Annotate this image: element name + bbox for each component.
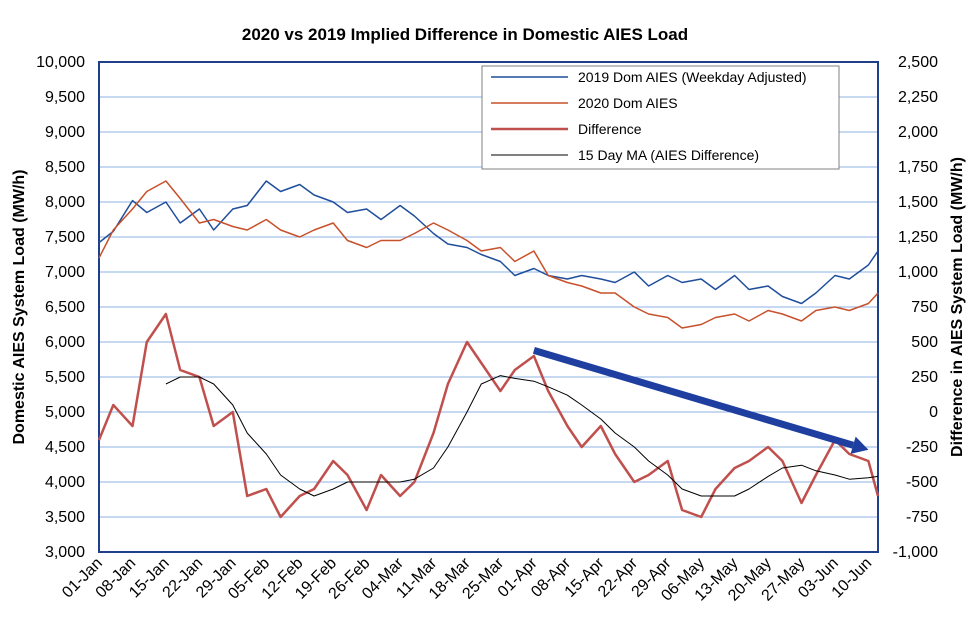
right-axis-ticks: -1,000 -750 -500 -250 0 250 500 750 1,000 1,250 1,…: [893, 54, 938, 561]
legend-label-2019: 2019 Dom AIES (Weekday Adjusted): [578, 69, 807, 85]
y-tick-label: 5,000: [45, 404, 85, 421]
line-15-day-ma: [165, 375, 879, 497]
y-tick-label: 6,500: [45, 299, 85, 316]
plot-frame: [98, 61, 879, 553]
y2-tick-label: -500: [906, 474, 938, 491]
y-axis-title: Domestic AIES System Load (MW/h): [11, 170, 28, 445]
y-tick-label: 4,500: [45, 439, 85, 456]
y2-tick-label: 1,750: [898, 159, 938, 176]
legend-box: [481, 65, 840, 170]
y-tick-label: 4,000: [45, 474, 85, 491]
legend-label-2020: 2020 Dom AIES: [578, 95, 678, 111]
y-tick-label: 10,000: [36, 54, 85, 71]
legend-label-difference: Difference: [578, 121, 642, 137]
y-tick-label: 5,500: [45, 369, 85, 386]
y-tick-label: 7,500: [45, 229, 85, 246]
series-lines: [97, 180, 880, 519]
y2-tick-label: -250: [906, 439, 938, 456]
legend: 2019 Dom AIES (Weekday Adjusted) 2020 Do…: [481, 65, 840, 170]
chart-title: 2020 vs 2019 Implied Difference in Domes…: [242, 25, 688, 44]
y2-tick-label: 250: [911, 369, 938, 386]
y-tick-label: 3,500: [45, 509, 85, 526]
line-2019-dom-aies: [98, 180, 879, 305]
line-difference: [97, 312, 880, 519]
y2-tick-label: 2,250: [898, 89, 938, 106]
y-tick-label: 8,000: [45, 194, 85, 211]
y-tick-label: 8,500: [45, 159, 85, 176]
y2-tick-label: 2,000: [898, 124, 938, 141]
y-tick-label: 9,000: [45, 124, 85, 141]
x-axis-ticks: 01-Jan08-Jan15-Jan22-Jan29-Jan05-Feb12-F…: [59, 554, 875, 604]
legend-label-ma: 15 Day MA (AIES Difference): [578, 147, 759, 163]
trend-arrow-head: [850, 436, 869, 454]
y-tick-label: 7,000: [45, 264, 85, 281]
left-axis-ticks: 3,000 3,500 4,000 4,500 5,000 5,500 6,000 6,500…: [36, 54, 85, 561]
line-2020-dom-aies: [98, 180, 879, 329]
y2-tick-label: 1,000: [898, 264, 938, 281]
y2-tick-label: 750: [911, 299, 938, 316]
y2-tick-label: -1,000: [893, 544, 938, 561]
y2-tick-label: 2,500: [898, 54, 938, 71]
y2-tick-label: 1,500: [898, 194, 938, 211]
y-tick-label: 3,000: [45, 544, 85, 561]
y-tick-label: 6,000: [45, 334, 85, 351]
y2-tick-label: 500: [911, 334, 938, 351]
y2-axis-title: Difference in AIES System Load (MW/h): [949, 157, 966, 457]
y-tick-label: 9,500: [45, 89, 85, 106]
y2-tick-label: 0: [929, 404, 938, 421]
trend-arrow-shaft: [532, 347, 855, 449]
y2-tick-label: 1,250: [898, 229, 938, 246]
y2-tick-label: -750: [906, 509, 938, 526]
annotations: [532, 347, 869, 454]
